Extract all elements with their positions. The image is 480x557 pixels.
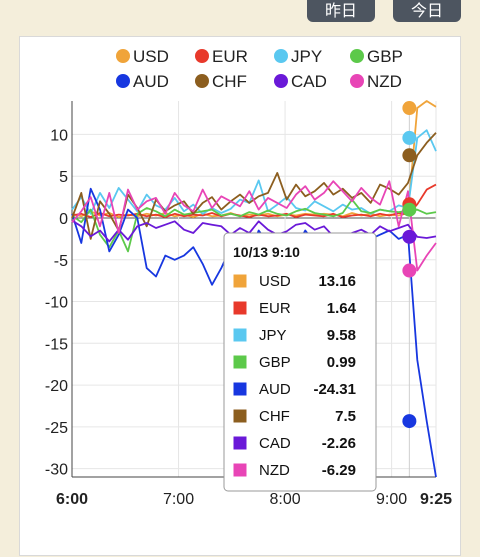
- tooltip-value-aud: -24.31: [313, 381, 356, 398]
- tooltip-label-usd: USD: [259, 273, 291, 290]
- legend: USD EUR JPY GBP AUD CHF CAD NZD: [116, 47, 403, 91]
- y-tick-label: -5: [54, 253, 68, 270]
- tooltip-box: [223, 232, 377, 492]
- line-chart: USD EUR JPY GBP AUD CHF CAD NZD 10 5 0 -5 -10 -15 -20…: [45, 47, 452, 508]
- y-tick-label: 10: [50, 127, 68, 144]
- tooltip-label-chf: CHF: [259, 408, 290, 425]
- marker-cad: [402, 229, 417, 244]
- tooltip-swatch-jpy: [232, 327, 248, 343]
- marker-gbp: [402, 202, 417, 217]
- tooltip-swatch-nzd: [232, 462, 248, 478]
- marker-aud: [402, 414, 417, 429]
- legend-label-jpy: JPY: [291, 47, 322, 66]
- y-tick-label: 5: [59, 169, 68, 186]
- tooltip-swatch-aud: [232, 381, 248, 397]
- x-tick-label: 6:00: [56, 491, 88, 508]
- legend-swatch-chf: [195, 74, 209, 88]
- today-button[interactable]: 今日: [393, 0, 461, 22]
- tooltip-title: 10/13 9:10: [233, 244, 300, 260]
- tooltip-value-nzd: -6.29: [322, 462, 356, 479]
- legend-swatch-aud: [116, 74, 130, 88]
- y-tick-label: 0: [59, 211, 68, 228]
- tooltip-value-cad: -2.26: [322, 435, 356, 452]
- legend-swatch-nzd: [350, 74, 364, 88]
- legend-swatch-jpy: [274, 49, 288, 63]
- marker-chf: [402, 148, 417, 163]
- y-tick-label: -20: [45, 378, 68, 395]
- tooltip-value-chf: 7.5: [335, 408, 356, 425]
- y-tick-label: -15: [45, 336, 68, 353]
- legend-label-aud: AUD: [133, 72, 169, 91]
- tooltip-label-gbp: GBP: [259, 354, 291, 371]
- legend-label-gbp: GBP: [367, 47, 403, 66]
- legend-swatch-cad: [274, 74, 288, 88]
- y-tick-label: -30: [45, 462, 68, 479]
- tooltip-label-aud: AUD: [259, 381, 291, 398]
- tooltip-label-eur: EUR: [259, 300, 291, 317]
- legend-swatch-eur: [195, 49, 209, 63]
- tooltip-swatch-eur: [232, 300, 248, 316]
- tooltip-value-eur: 1.64: [327, 300, 357, 317]
- tooltip-value-jpy: 9.58: [327, 327, 356, 344]
- legend-label-eur: EUR: [212, 47, 248, 66]
- tooltip-swatch-chf: [232, 408, 248, 424]
- tooltip-swatch-usd: [232, 273, 248, 289]
- tooltip-swatch-cad: [232, 435, 248, 451]
- marker-nzd: [402, 263, 417, 278]
- legend-label-usd: USD: [133, 47, 169, 66]
- legend-label-cad: CAD: [291, 72, 327, 91]
- chart-card: USD EUR JPY GBP AUD CHF CAD NZD 10 5 0 -5 -10 -15 -20…: [19, 36, 461, 556]
- y-tick-label: -10: [45, 295, 68, 312]
- tooltip-swatch-gbp: [232, 354, 248, 370]
- y-tick-label: -25: [45, 420, 68, 437]
- x-tick-label: 9:25: [420, 491, 452, 508]
- series-line-nzd: [71, 180, 437, 272]
- legend-label-chf: CHF: [212, 72, 247, 91]
- legend-swatch-gbp: [350, 49, 364, 63]
- axes: 10 5 0 -5 -10 -15 -20 -25 -30 6:00 7:00 8:00 9:00 9:2…: [45, 101, 452, 508]
- tooltip-value-usd: 13.16: [318, 273, 356, 290]
- tooltip: 10/13 9:10 USD 13.16 EUR 1.64 JPY 9.58 GBP 0.99 A…: [223, 232, 377, 492]
- tooltip-label-cad: CAD: [259, 435, 291, 452]
- yesterday-button[interactable]: 昨日: [307, 0, 375, 22]
- marker-jpy: [402, 130, 417, 145]
- tooltip-value-gbp: 0.99: [327, 354, 356, 371]
- hover-markers: [402, 101, 417, 429]
- series-line-chf: [71, 132, 437, 240]
- series-line-cad: [71, 219, 437, 243]
- x-tick-label: 7:00: [163, 491, 194, 508]
- tooltip-label-jpy: JPY: [259, 327, 287, 344]
- legend-label-nzd: NZD: [367, 72, 402, 91]
- legend-swatch-usd: [116, 49, 130, 63]
- marker-usd: [402, 101, 417, 116]
- x-tick-label: 9:00: [376, 491, 407, 508]
- x-tick-label: 8:00: [270, 491, 301, 508]
- tooltip-label-nzd: NZD: [259, 462, 290, 479]
